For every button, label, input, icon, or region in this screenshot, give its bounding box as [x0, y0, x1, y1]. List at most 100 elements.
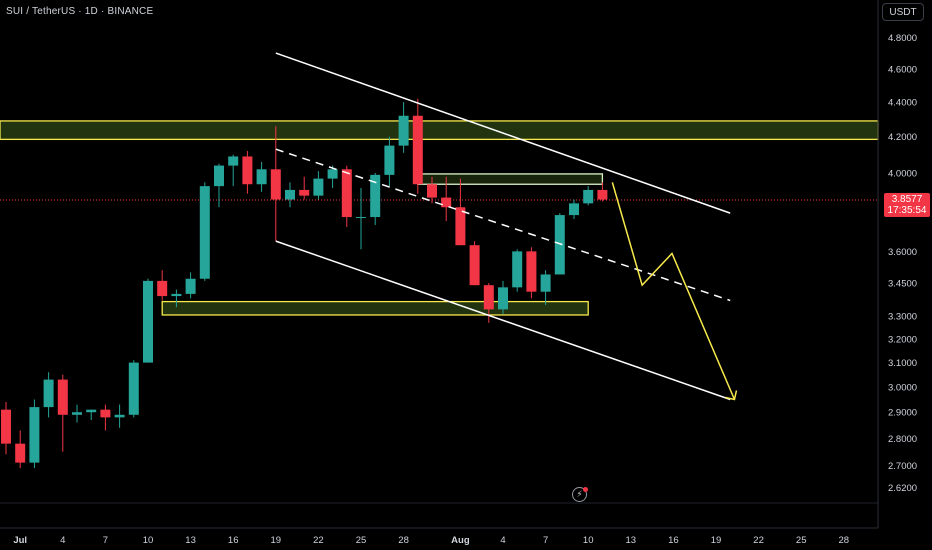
candle-body — [143, 280, 153, 363]
candle — [285, 182, 295, 208]
y-tick-label: 3.3000 — [888, 312, 917, 323]
last-price-tag: 3.8577 17:35:54 — [884, 193, 930, 217]
candle — [100, 404, 111, 431]
candle — [29, 399, 40, 469]
y-tick-label: 3.0000 — [888, 383, 917, 394]
y-tick-label: 4.6000 — [888, 65, 917, 76]
candle-body — [526, 251, 537, 292]
candles-layer — [1, 98, 608, 469]
zone-rect — [417, 173, 604, 185]
x-tick-label: Aug — [451, 535, 470, 546]
candle — [43, 372, 54, 418]
candle-body — [171, 293, 182, 297]
y-tick-label: 2.9000 — [888, 408, 917, 419]
candle-body — [114, 414, 125, 418]
candle-body — [57, 379, 68, 415]
candle-body — [370, 174, 381, 218]
candle — [270, 126, 281, 242]
y-tick-label: 2.8000 — [888, 434, 917, 445]
candle-body — [72, 412, 82, 415]
candle-body — [157, 280, 168, 297]
candle — [242, 151, 253, 194]
y-tick-label: 4.8000 — [888, 33, 917, 44]
candle — [384, 136, 395, 187]
x-tick-label: 22 — [313, 535, 324, 546]
symbol-title[interactable]: SUI / TetherUS · 1D · BINANCE — [6, 6, 154, 17]
x-tick-label: 13 — [185, 535, 196, 546]
y-tick-label: 4.0000 — [888, 169, 917, 180]
candle — [128, 360, 139, 418]
candle — [327, 165, 338, 189]
y-tick-label: 4.2000 — [888, 132, 917, 143]
zone-rect — [0, 120, 879, 141]
candle — [483, 283, 494, 323]
x-tick-label: 19 — [271, 535, 282, 546]
candle — [341, 165, 352, 227]
candle-body — [1, 409, 11, 444]
x-tick-label: 10 — [143, 535, 154, 546]
candle-body — [327, 169, 338, 179]
y-tick-label: 3.2000 — [888, 334, 917, 345]
candle-body — [199, 186, 210, 279]
projection-arrowhead — [725, 390, 738, 401]
candle — [256, 161, 267, 192]
x-tick-label: 7 — [543, 535, 548, 546]
candle-body — [483, 285, 494, 310]
bar-countdown: 17:35:54 — [887, 205, 927, 216]
x-tick-label: Jul — [13, 535, 27, 546]
candle-body — [214, 165, 224, 187]
candle — [398, 102, 409, 153]
candle-body — [583, 189, 594, 204]
candle — [214, 163, 224, 208]
x-tick-label: 28 — [839, 535, 850, 546]
candle — [526, 247, 537, 299]
candle-body — [270, 169, 281, 200]
candle-body — [242, 156, 253, 185]
y-tick-label: 4.4000 — [888, 98, 917, 109]
zones-layer — [0, 120, 879, 316]
candle — [1, 402, 11, 455]
projection-path — [611, 182, 736, 400]
candle — [441, 176, 452, 222]
candle-body — [554, 215, 565, 275]
y-tick-label: 2.7000 — [888, 461, 917, 472]
candle-body — [356, 217, 366, 219]
candle — [583, 186, 594, 206]
candle-body — [285, 189, 295, 200]
candle — [597, 182, 608, 202]
last-price-value: 3.8577 — [891, 194, 923, 205]
candle-body — [498, 287, 508, 310]
x-tick-label: 22 — [753, 535, 764, 546]
candle — [356, 188, 366, 250]
candle — [569, 199, 579, 220]
lightning-icon[interactable]: ⚡ — [572, 487, 588, 502]
candle-body — [469, 245, 480, 286]
candle — [171, 289, 182, 308]
candle-body — [597, 189, 608, 200]
candle — [498, 280, 508, 314]
candle-body — [398, 115, 409, 146]
currency-button[interactable]: USDT — [882, 3, 924, 21]
candle — [185, 272, 196, 299]
zone-rect — [161, 300, 589, 316]
candle — [15, 430, 26, 469]
candle-body — [185, 278, 196, 294]
channel-line — [275, 240, 731, 401]
candle-body — [512, 251, 523, 288]
candle-body — [228, 156, 239, 166]
candle — [412, 98, 423, 194]
candle-body — [427, 184, 437, 198]
x-tick-label: 16 — [668, 535, 679, 546]
x-tick-label: 7 — [103, 535, 108, 546]
trend-lines-layer — [275, 52, 738, 401]
candle-body — [441, 197, 452, 208]
x-tick-label: 25 — [796, 535, 807, 546]
candle-body — [128, 362, 139, 415]
candle — [86, 409, 97, 420]
y-tick-label: 3.1000 — [888, 358, 917, 369]
candle-body — [540, 274, 551, 292]
candle-body — [384, 145, 395, 175]
midline-dashed — [275, 148, 731, 302]
candle-body — [43, 379, 54, 408]
